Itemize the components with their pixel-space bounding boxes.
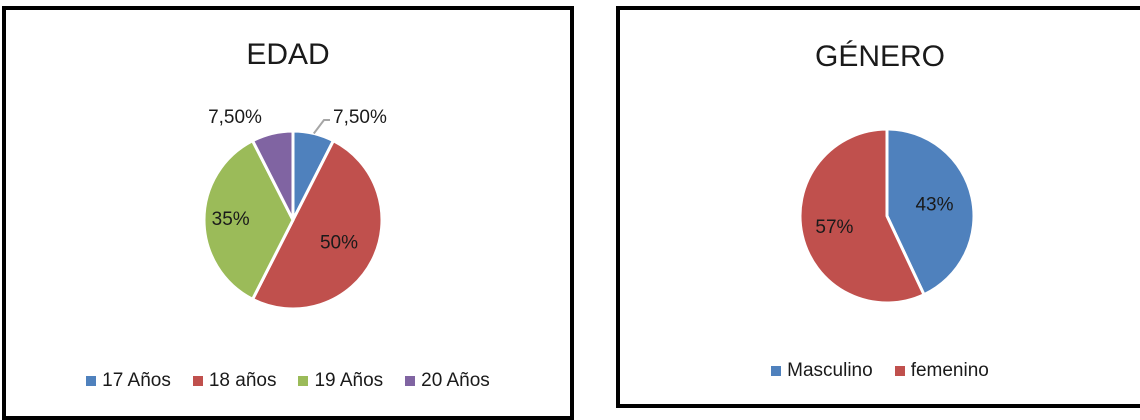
data-label-femenino: 57% bbox=[815, 217, 853, 238]
edad-chart-panel: EDAD 7,50% 50% 35% 7,50% 17 Años 18 años 19 A… bbox=[2, 6, 574, 420]
legend-swatch bbox=[86, 376, 97, 386]
legend-item-18-anos: 18 años bbox=[192, 370, 277, 392]
data-label-18-anos: 50% bbox=[320, 232, 358, 253]
chart-title: GÉNERO bbox=[814, 40, 946, 73]
legend-label: femenino bbox=[910, 360, 989, 381]
chart-title: EDAD bbox=[246, 38, 330, 71]
genero-pie-chart: 43% 57% bbox=[798, 127, 976, 305]
legend-label: 20 Años bbox=[421, 370, 490, 391]
genero-chart-panel: GÉNERO 43% 57% Masculino femenino bbox=[616, 6, 1140, 408]
legend-item-20-anos: 20 Años bbox=[405, 370, 490, 392]
edad-legend: 17 Años 18 años 19 Años 20 Años bbox=[6, 370, 570, 392]
legend-label: 19 Años bbox=[314, 370, 384, 391]
pie-slice-19-anos bbox=[202, 139, 295, 301]
legend-item-masculino: Masculino bbox=[771, 360, 873, 382]
legend-swatch bbox=[405, 376, 416, 386]
data-label-17-anos: 7,50% bbox=[333, 107, 387, 128]
legend-swatch bbox=[894, 366, 905, 376]
pie-slice-18-anos bbox=[251, 139, 384, 311]
data-label-19-anos: 35% bbox=[212, 209, 250, 230]
pie-slice-masculino bbox=[885, 127, 976, 297]
legend-label: 17 Años bbox=[102, 370, 171, 391]
legend-swatch bbox=[298, 376, 309, 386]
genero-legend: Masculino femenino bbox=[620, 360, 1140, 382]
legend-label: Masculino bbox=[787, 360, 873, 381]
pie-slice-femenino bbox=[798, 127, 926, 305]
data-label-20-anos: 7,50% bbox=[208, 107, 262, 128]
edad-pie-chart: 7,50% 50% 35% 7,50% bbox=[202, 107, 387, 311]
legend-item-femenino: femenino bbox=[894, 360, 989, 382]
legend-swatch bbox=[771, 366, 782, 376]
leader-line bbox=[313, 119, 330, 135]
legend-swatch bbox=[192, 376, 203, 386]
data-label-masculino: 43% bbox=[915, 194, 953, 215]
pie-slice-20-anos bbox=[251, 129, 295, 222]
legend-item-17-anos: 17 Años bbox=[86, 370, 171, 392]
legend-label: 18 años bbox=[208, 370, 277, 391]
legend-item-19-anos: 19 Años bbox=[298, 370, 383, 392]
